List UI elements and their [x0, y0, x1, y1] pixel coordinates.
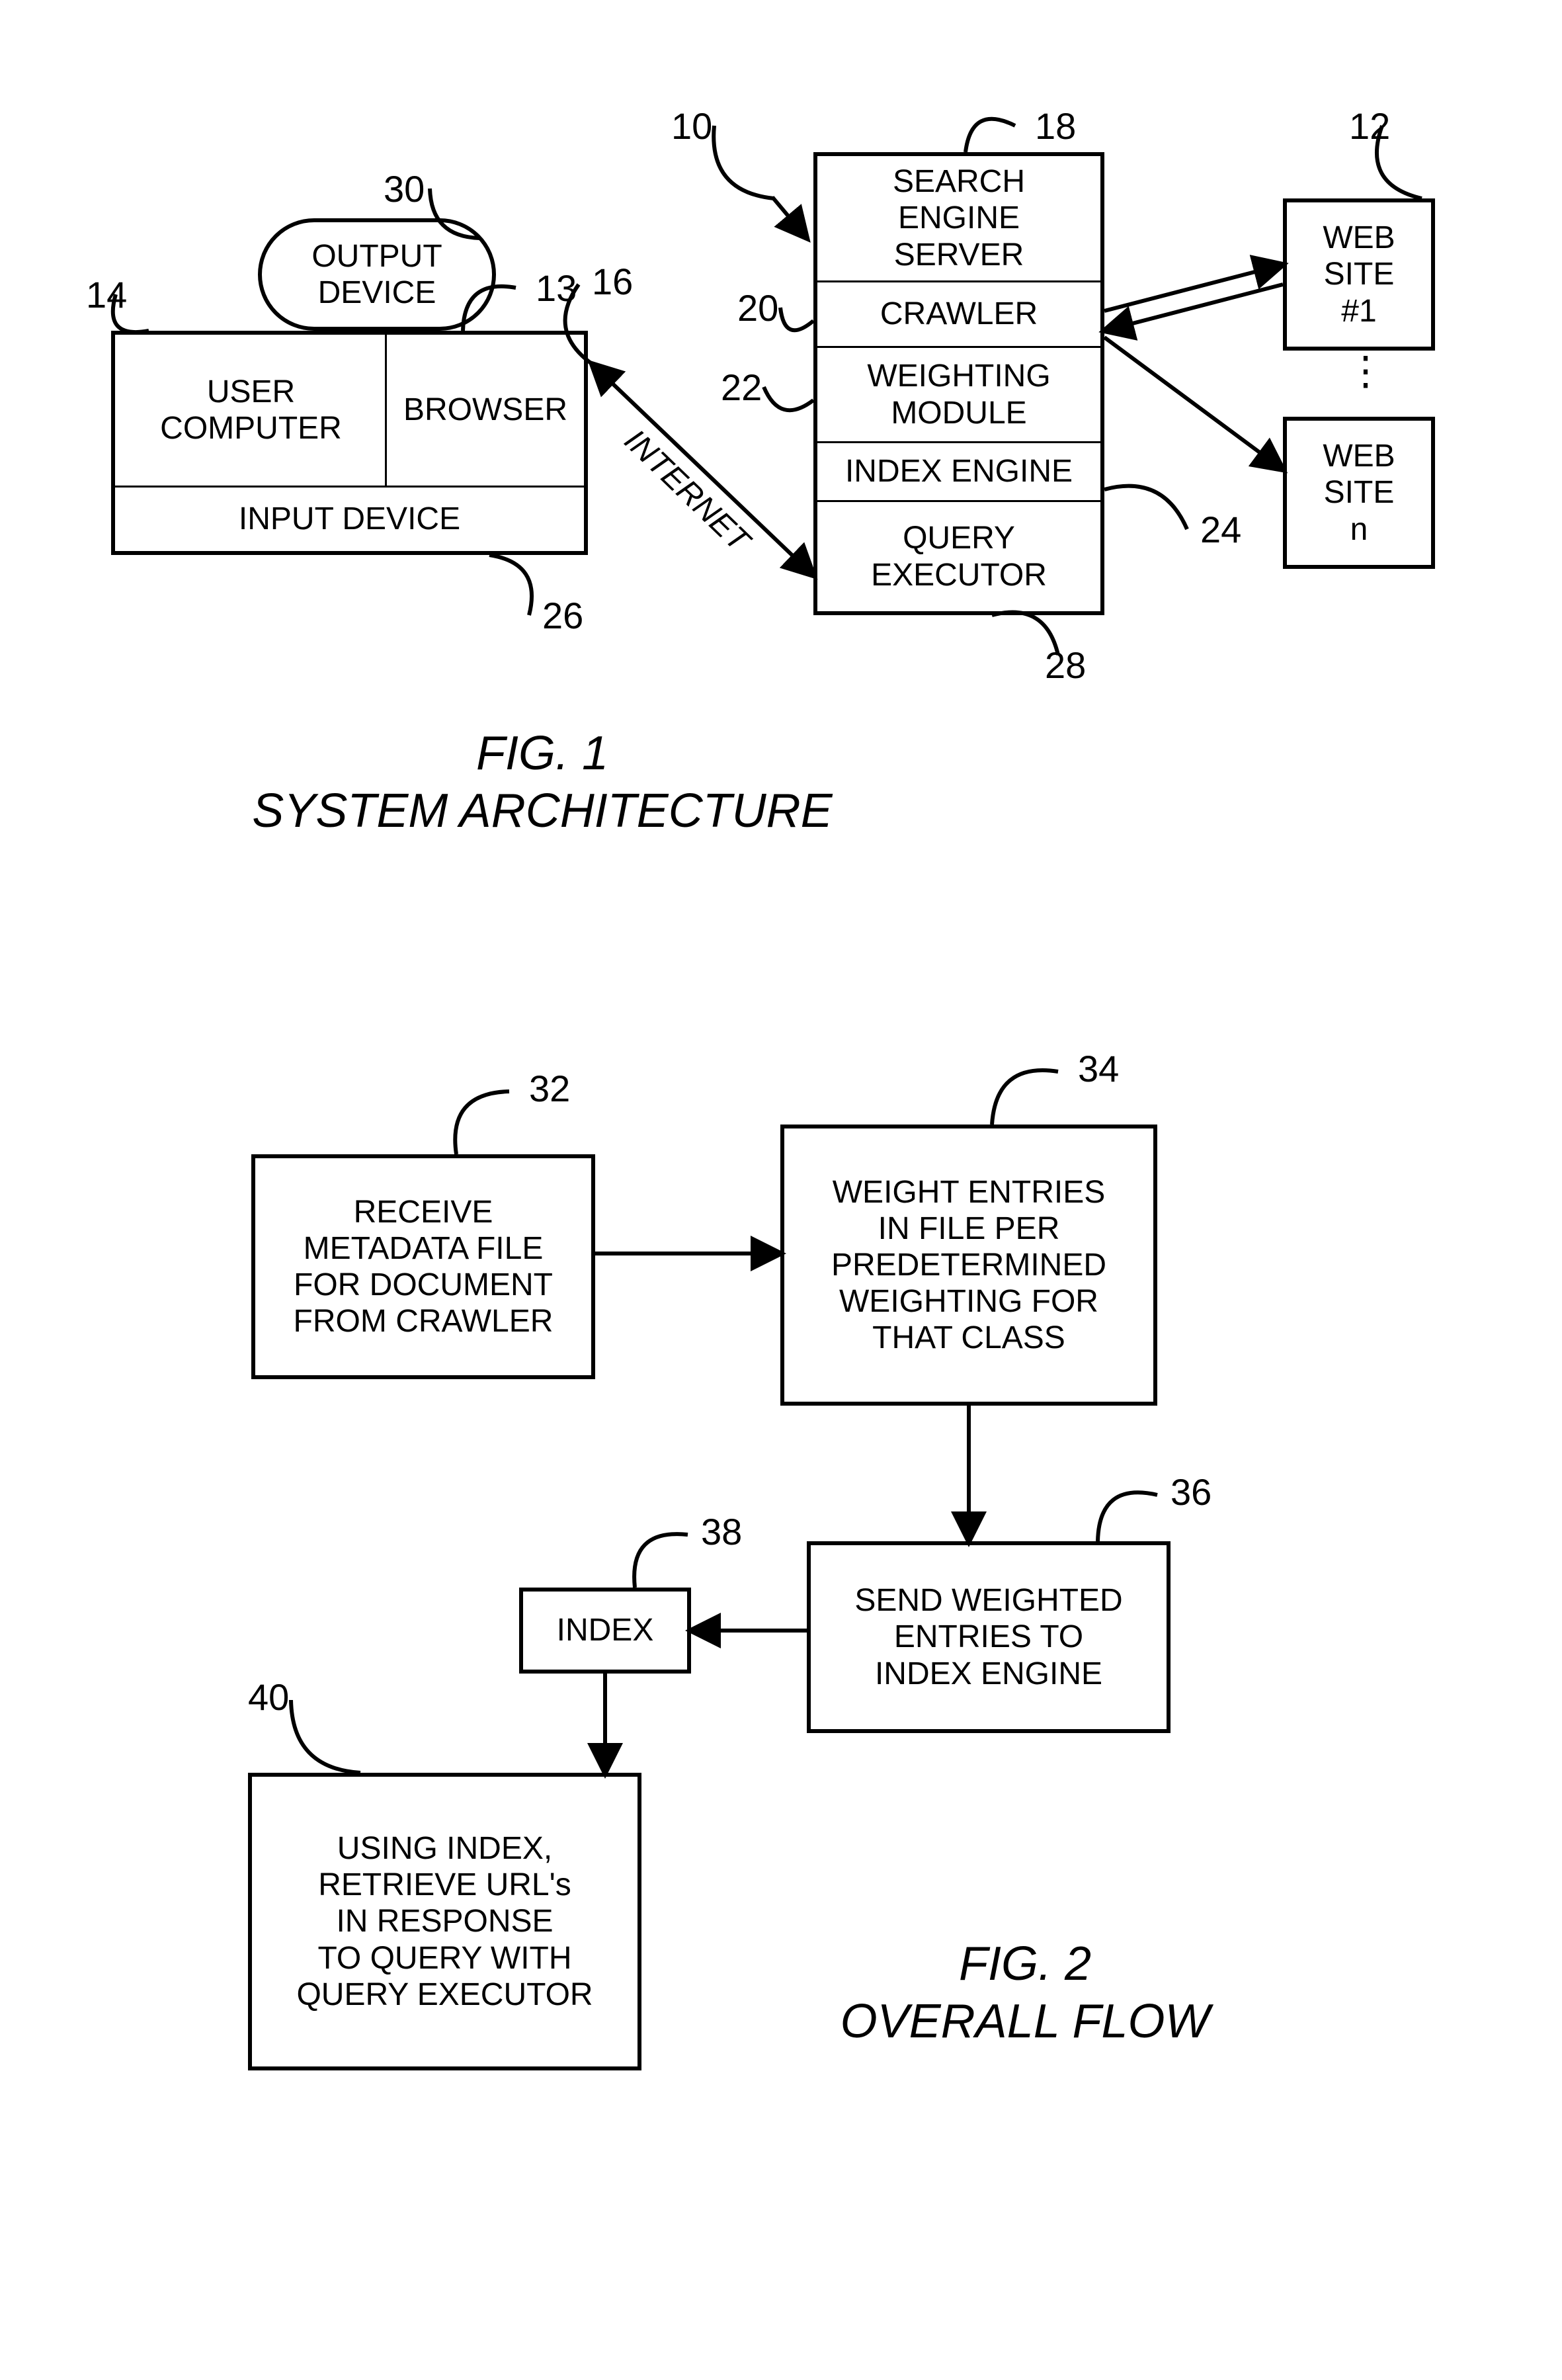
- text-b38: INDEX: [557, 1612, 654, 1648]
- label-20: 20: [737, 288, 778, 329]
- text-ellipsis: ⋮: [1346, 349, 1387, 393]
- text-query-executor: QUERY EXECUTOR: [871, 520, 1047, 593]
- text-internet: INTERNET: [617, 423, 755, 559]
- text-crawler: CRAWLER: [880, 296, 1038, 332]
- box-browser: BROWSER: [385, 331, 588, 489]
- text-search-engine-server: SEARCH ENGINE SERVER: [893, 163, 1025, 273]
- box-crawler: CRAWLER: [813, 280, 1104, 350]
- text-b34: WEIGHT ENTRIES IN FILE PER PREDETERMINED…: [831, 1174, 1106, 1357]
- text-b32: RECEIVE METADATA FILE FOR DOCUMENT FROM …: [294, 1194, 554, 1340]
- box-input-device: INPUT DEVICE: [111, 486, 588, 555]
- text-output-device: OUTPUT DEVICE: [311, 238, 442, 311]
- box-user-computer: USER COMPUTER: [111, 331, 389, 489]
- label-36: 36: [1171, 1472, 1212, 1513]
- caption-fig2: FIG. 2 OVERALL FLOW: [794, 1879, 1256, 2050]
- label-24: 24: [1200, 509, 1241, 550]
- text-weighting-module: WEIGHTING MODULE: [867, 358, 1050, 431]
- box-b36: SEND WEIGHTED ENTRIES TO INDEX ENGINE: [807, 1541, 1171, 1733]
- box-b40: USING INDEX, RETRIEVE URL's IN RESPONSE …: [248, 1773, 641, 2070]
- label-38: 38: [701, 1511, 742, 1552]
- caption-fig1: FIG. 1 SYSTEM ARCHITECTURE: [251, 668, 833, 839]
- label-18: 18: [1035, 106, 1076, 147]
- label-34: 34: [1078, 1048, 1119, 1089]
- box-b34: WEIGHT ENTRIES IN FILE PER PREDETERMINED…: [780, 1125, 1157, 1406]
- label-40: 40: [248, 1677, 289, 1718]
- text-b36: SEND WEIGHTED ENTRIES TO INDEX ENGINE: [854, 1582, 1122, 1692]
- label-28: 28: [1045, 645, 1086, 686]
- label-10: 10: [671, 106, 712, 147]
- label-32: 32: [529, 1068, 570, 1109]
- text-website-1: WEB SITE #1: [1323, 220, 1395, 329]
- text-b40: USING INDEX, RETRIEVE URL's IN RESPONSE …: [296, 1830, 593, 2013]
- label-16: 16: [592, 261, 633, 302]
- label-22: 22: [721, 367, 762, 408]
- label-12: 12: [1349, 106, 1390, 147]
- box-b32: RECEIVE METADATA FILE FOR DOCUMENT FROM …: [251, 1154, 595, 1379]
- label-26: 26: [542, 595, 583, 636]
- box-website-1: WEB SITE #1: [1283, 198, 1435, 351]
- box-weighting-module: WEIGHTING MODULE: [813, 346, 1104, 445]
- label-13: 13: [536, 268, 577, 309]
- label-30: 30: [384, 169, 425, 210]
- box-website-n: WEB SITE n: [1283, 417, 1435, 569]
- box-search-engine-server: SEARCH ENGINE SERVER: [813, 152, 1104, 284]
- box-index-engine: INDEX ENGINE: [813, 441, 1104, 504]
- box-output-device: OUTPUT DEVICE: [258, 218, 496, 331]
- label-14: 14: [86, 275, 127, 316]
- text-website-n: WEB SITE n: [1323, 438, 1395, 548]
- box-b38: INDEX: [519, 1588, 691, 1674]
- text-user-computer: USER COMPUTER: [160, 374, 342, 446]
- text-browser: BROWSER: [403, 392, 567, 428]
- text-index-engine: INDEX ENGINE: [845, 453, 1073, 489]
- box-query-executor: QUERY EXECUTOR: [813, 500, 1104, 615]
- text-input-device: INPUT DEVICE: [239, 501, 460, 537]
